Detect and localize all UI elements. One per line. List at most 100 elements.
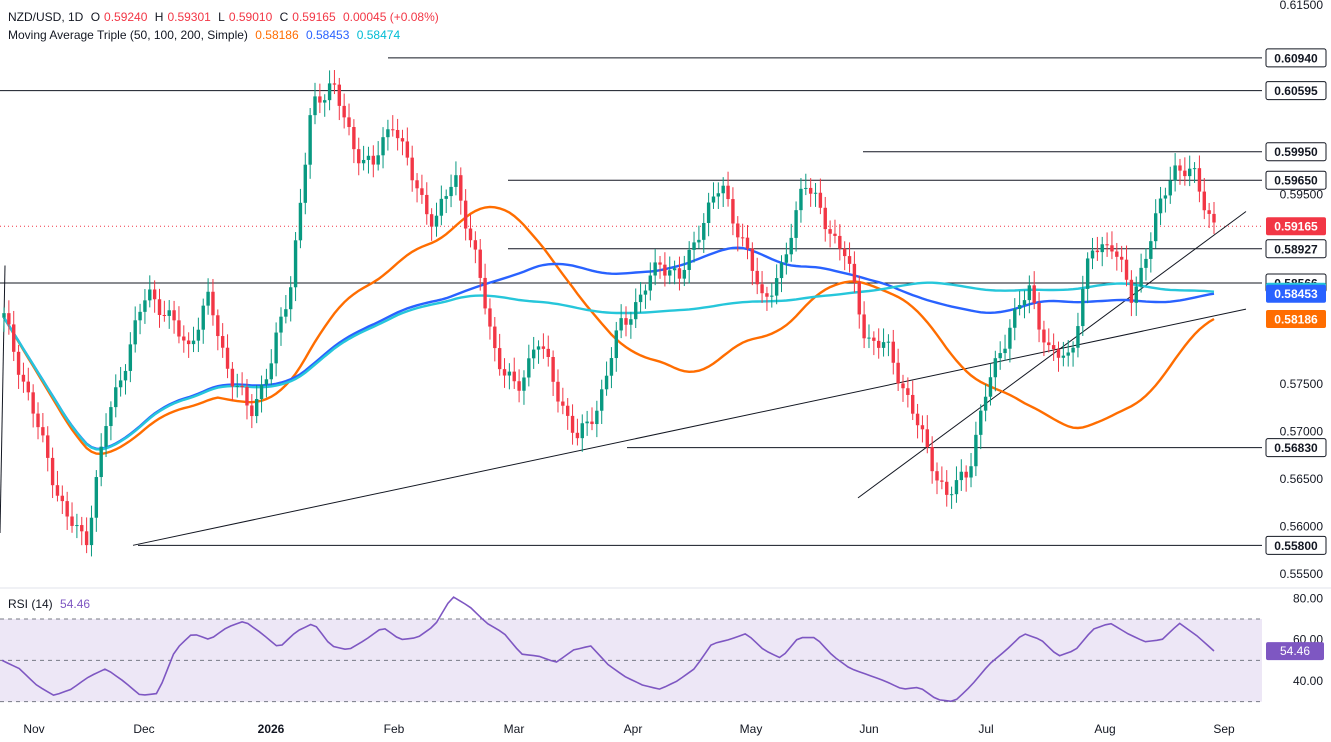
candle-body [425,194,429,215]
candle-up [774,264,779,305]
candle-body [940,480,944,482]
candle-down [624,306,628,337]
candle-up [361,145,366,171]
candle-body [804,187,808,189]
candle-body [1003,348,1007,354]
candle-body [395,129,400,139]
candle-down [561,387,565,415]
candle-down [478,239,482,291]
candle-down [216,309,220,351]
candle-body [454,175,458,187]
candle-down [911,380,915,421]
candle-body [561,401,565,406]
candle-body [36,413,40,428]
price-label-box [1265,142,1327,162]
candle-body [711,196,716,203]
price-label: 0.56830 [1265,438,1327,458]
candle-body [1105,244,1109,246]
price-label-box [1265,239,1327,259]
candle-down [731,187,735,236]
candle-up [697,225,701,249]
candle-up [439,185,444,226]
candle-body [531,349,536,359]
candle-body [1149,241,1153,259]
candle-body [692,242,696,250]
price-tick-label: 0.55500 [1280,567,1324,581]
candle-body [162,315,167,317]
candle-up [634,288,638,329]
candle-down [400,129,405,156]
time-tick-label: Jun [859,722,878,736]
candle-down [565,398,570,430]
candle-down [391,115,395,137]
price-label-box [1265,81,1327,101]
candle-down [1042,320,1046,357]
candle-down [36,402,40,440]
candle-up [619,304,623,339]
candle-body [1090,250,1095,259]
candle-body [648,275,653,291]
candle-down [220,323,225,358]
candle-down [847,242,852,273]
time-tick-label: Feb [384,722,405,736]
candle-body [245,386,249,406]
price-label-text: 0.59950 [1274,145,1318,159]
candle-body [876,340,881,348]
candle-up [114,374,118,418]
candle-body [152,289,157,300]
candle-body [1178,165,1182,171]
price-label-text: 0.56830 [1274,441,1318,455]
candle-body [624,318,628,325]
candle-down [1197,155,1202,203]
candle-body [702,223,706,240]
candle-down [1212,202,1216,235]
candle-body [672,268,677,271]
candle-down [1051,333,1056,361]
candle-down [502,358,507,388]
price-label-box [1265,48,1327,68]
candle-body [784,254,789,263]
candle-body [697,239,701,243]
candle-body [901,383,905,389]
rsi-value-label: 54.46 [1266,642,1324,661]
candle-body [774,278,779,296]
low-value: 0.59010 [228,10,273,24]
candle-body [118,380,123,388]
candle-body [488,308,492,327]
candle-body [600,389,604,411]
price-label-text: 0.58927 [1274,242,1318,256]
candle-body [31,392,35,414]
candle-body [1124,259,1129,280]
candle-up [648,262,653,301]
candle-up [580,414,584,452]
ma-title: Moving Average Triple (50, 100, 200, Sim… [8,28,248,42]
candle-body [687,249,691,270]
candle-body [736,223,740,238]
candle-body [250,405,254,417]
candle-down [1183,157,1187,186]
price-label-box [1265,438,1327,458]
candle-up [804,173,808,196]
candle-body [493,326,497,349]
open-value: 0.59240 [104,10,148,24]
price-tick-label: 0.57000 [1280,425,1324,439]
price-label-box [1266,284,1326,303]
time-tick-label: May [740,722,763,736]
candle-body [813,192,818,194]
candle-body [1158,198,1163,214]
candle-up [327,70,332,111]
candle-up [366,146,371,174]
candle-body [755,270,759,285]
candle-body [663,264,667,276]
candle-body [167,310,171,316]
candle-body [46,435,50,458]
candle-down [1207,202,1211,228]
candle-down [70,502,74,533]
candle-body [979,410,983,435]
candle-body [915,413,920,426]
candle-body [1013,308,1017,328]
candle-body [1066,352,1070,356]
candle-up [949,486,954,509]
candle-body [838,235,842,249]
